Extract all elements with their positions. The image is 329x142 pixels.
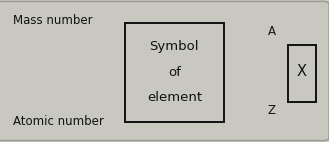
FancyBboxPatch shape	[125, 23, 224, 122]
Text: Z: Z	[267, 104, 275, 117]
Text: element: element	[147, 91, 202, 105]
Text: Mass number: Mass number	[13, 14, 93, 27]
FancyBboxPatch shape	[288, 45, 316, 102]
Text: Atomic number: Atomic number	[13, 115, 104, 128]
Text: X: X	[297, 63, 307, 79]
Text: Symbol: Symbol	[150, 40, 199, 53]
Text: of: of	[168, 66, 181, 79]
Text: A: A	[267, 25, 275, 38]
